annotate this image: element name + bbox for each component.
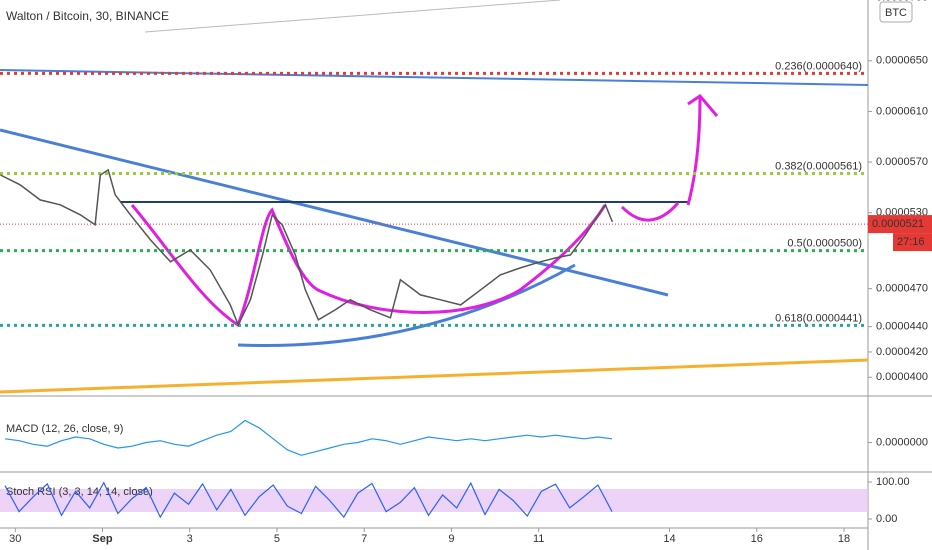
x-tick-label: 18 xyxy=(838,533,850,545)
support-line xyxy=(0,358,869,394)
fib-label: 0.5(0.0000500) xyxy=(787,238,862,250)
y-tick-label: 0.0000610 xyxy=(876,105,928,117)
currency-box xyxy=(879,1,913,23)
cup-curve xyxy=(237,263,576,347)
countdown: 27:16 xyxy=(897,236,925,248)
stoch-line xyxy=(4,481,613,519)
stoch-tick-label: 0.00 xyxy=(876,513,897,525)
y-tick-label: 0.0000650 xyxy=(876,55,928,67)
currency: BTC xyxy=(885,7,907,19)
target-arrow xyxy=(686,94,719,206)
trend-line xyxy=(0,128,669,297)
macd-tick-label: 0.0000000 xyxy=(876,436,928,448)
x-tick-label: 5 xyxy=(274,533,280,545)
fib-label: 0.236(0.0000640) xyxy=(775,60,862,72)
stoch-band xyxy=(0,489,868,512)
y-tick-label: 0.0000470 xyxy=(876,283,928,295)
x-tick-label: 3 xyxy=(187,533,193,545)
last-price-tag xyxy=(868,215,932,234)
price-line xyxy=(0,168,614,327)
countdown-tag xyxy=(893,233,932,252)
drawing-line xyxy=(144,0,561,33)
drawings xyxy=(0,69,869,394)
macd-line xyxy=(4,419,613,456)
last-price-label: 0.0000521 xyxy=(872,218,924,230)
macd-title: MACD (12, 26, close, 9) xyxy=(6,423,123,435)
y-tick-label: 0.0000400 xyxy=(876,371,928,383)
trend-line xyxy=(0,69,869,86)
chart-title: Walton / Bitcoin, 30, BINANCE xyxy=(6,9,169,23)
y-tick-label: 0.0000570 xyxy=(876,156,928,168)
x-tick-label: 9 xyxy=(448,533,454,545)
y-tick-label: 0.0000420 xyxy=(876,346,928,358)
x-tick-label: 30 xyxy=(9,533,21,545)
x-tick-label: 14 xyxy=(663,533,675,545)
y-tick-label: 0.0000700 xyxy=(876,0,928,3)
fib-label: 0.618(0.0000441) xyxy=(775,312,862,324)
fib-label: 0.382(0.0000561) xyxy=(775,160,862,172)
x-tick-label: 7 xyxy=(361,533,367,545)
x-tick-label: 16 xyxy=(751,533,763,545)
stoch-tick-label: 100.00 xyxy=(876,476,910,488)
y-tick-label: 0.0000440 xyxy=(876,321,928,333)
handle-curve xyxy=(620,202,680,222)
x-tick-label: 11 xyxy=(533,533,544,545)
x-tick-label: Sep xyxy=(92,533,112,545)
